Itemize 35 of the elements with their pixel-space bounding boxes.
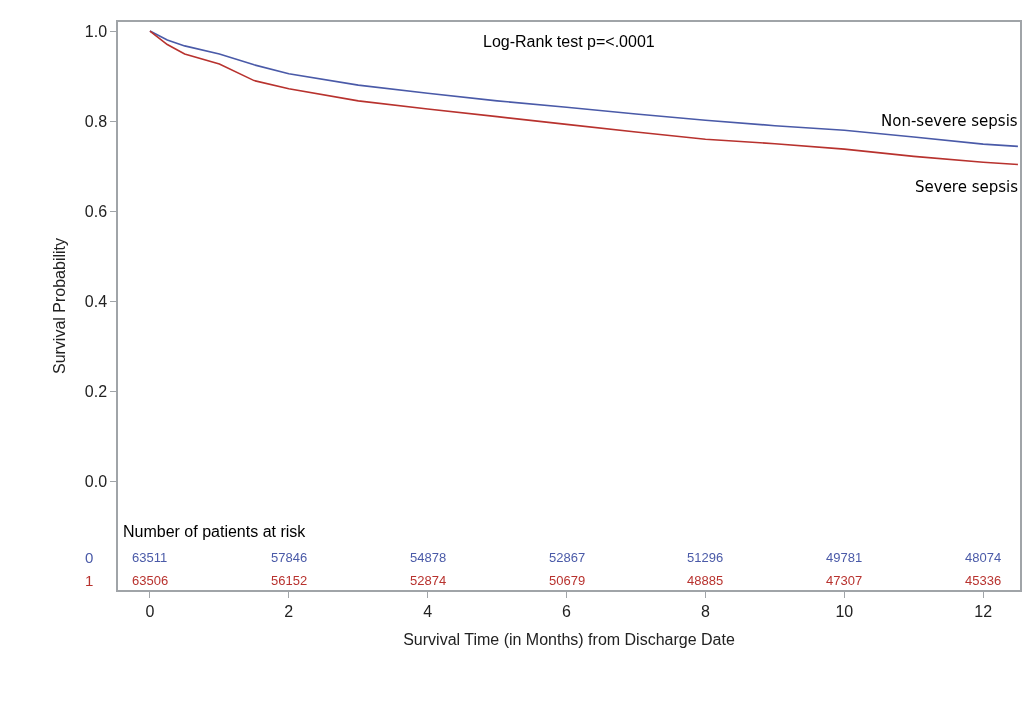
x-tick-label: 10 [835, 602, 854, 620]
annotation: 57846 [271, 550, 308, 565]
annotation: 48885 [687, 573, 724, 588]
annotation: 54878 [410, 550, 447, 565]
annotation: 51296 [687, 550, 724, 565]
x-tick-label: 6 [562, 602, 572, 620]
annotation: 45336 [965, 573, 1002, 588]
series-label: Non-severe sepsis [881, 112, 1018, 130]
annotation: 49781 [826, 550, 863, 565]
annotation: 63506 [132, 573, 169, 588]
text: 0 [85, 549, 94, 566]
y-tick-label: 0.4 [84, 293, 108, 311]
annotation: 52874 [410, 573, 447, 588]
x-tick-label: 12 [974, 602, 993, 620]
annotation: Log-Rank test p=<.0001 [483, 33, 655, 50]
annotation: 52867 [549, 550, 586, 565]
y-axis-title: Survival Probability [51, 237, 69, 375]
annotation: 56152 [271, 573, 308, 588]
x-tick-label: 2 [284, 602, 294, 620]
annotation: 50679 [549, 573, 586, 588]
y-tick-label: 0.6 [84, 202, 108, 220]
y-tick-label: 0.2 [84, 383, 108, 401]
annotation: Number of patients at risk [123, 523, 307, 540]
x-tick-label: 4 [423, 602, 433, 620]
annotation: 47307 [826, 573, 863, 588]
y-tick-label: 0.0 [84, 473, 108, 491]
series-label: Severe sepsis [915, 178, 1019, 196]
annotation: 48074 [965, 550, 1002, 565]
y-tick-label: 0.8 [84, 112, 108, 130]
text: 1 [85, 572, 94, 589]
y-tick-label: 1.0 [84, 22, 108, 40]
annotation: 63511 [132, 550, 168, 565]
x-tick-label: 0 [145, 602, 155, 620]
x-tick-label: 8 [701, 602, 710, 620]
x-axis-title: Survival Time (in Months) from Discharge Date [403, 631, 735, 649]
